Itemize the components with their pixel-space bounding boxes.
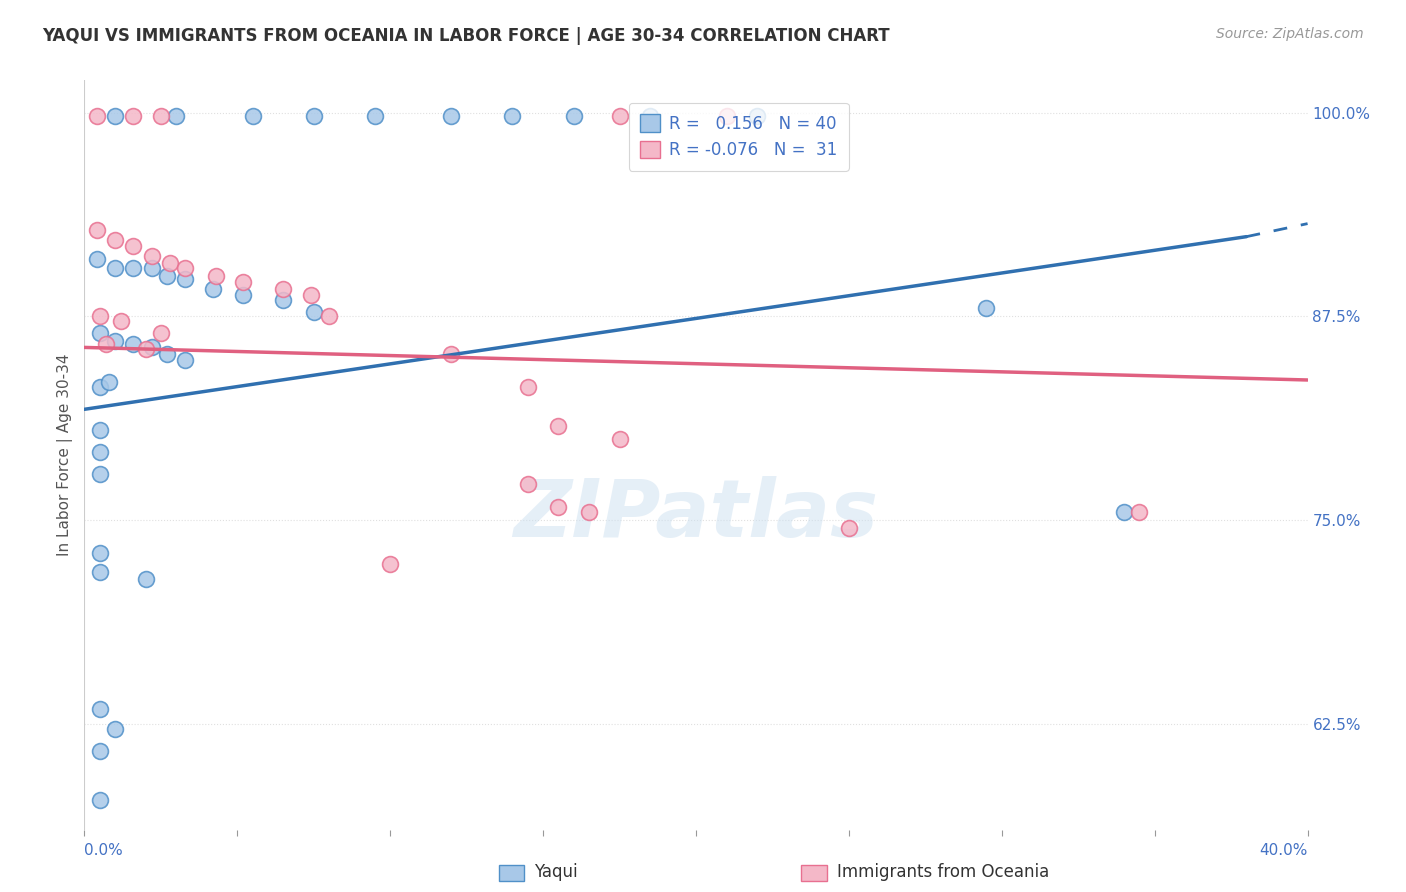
Point [141,340,163,354]
Point [201,282,224,296]
Point [159,256,181,270]
Point [89,444,111,458]
Text: ZIPatlas: ZIPatlas [513,475,879,554]
Point [89,744,111,758]
Text: 40.0%: 40.0% [1260,843,1308,857]
Point [174,353,197,368]
Point [440,109,463,123]
Point [364,109,387,123]
Point [122,109,145,123]
Point [156,268,179,283]
Point [86,109,108,123]
Point [122,260,145,275]
Point [1128,505,1150,519]
Point [271,282,294,296]
Point [149,109,172,123]
Point [609,109,631,123]
Text: Immigrants from Oceania: Immigrants from Oceania [837,863,1049,881]
Text: Yaqui: Yaqui [534,863,578,881]
Point [86,223,108,237]
Point [232,275,254,289]
Point [156,347,179,361]
Point [271,293,294,308]
Point [97,375,120,389]
Point [1114,505,1136,519]
Point [89,546,111,560]
Point [502,109,524,123]
Point [110,314,132,328]
Y-axis label: In Labor Force | Age 30-34: In Labor Force | Age 30-34 [58,353,73,557]
Point [89,424,111,438]
Point [104,260,127,275]
Point [302,109,325,123]
Point [165,109,187,123]
Point [299,288,322,302]
Point [440,347,463,361]
Point [135,342,157,356]
Point [205,268,228,283]
Point [122,337,145,351]
Point [716,109,738,123]
Point [89,326,111,340]
Point [94,337,117,351]
Point [122,239,145,253]
Point [89,310,111,324]
Point [302,304,325,318]
Point [104,334,127,348]
Point [578,505,600,519]
Point [547,418,569,433]
Point [242,109,264,123]
Point [104,722,127,736]
Point [89,565,111,579]
Text: YAQUI VS IMMIGRANTS FROM OCEANIA IN LABOR FORCE | AGE 30-34 CORRELATION CHART: YAQUI VS IMMIGRANTS FROM OCEANIA IN LABO… [42,27,890,45]
Point [89,379,111,393]
Point [638,109,661,123]
Point [562,109,585,123]
Text: 0.0%: 0.0% [84,843,124,857]
Point [547,500,569,514]
Point [141,260,163,275]
Point [747,109,769,123]
Point [976,301,998,316]
Point [516,477,538,491]
Point [89,702,111,716]
Point [141,249,163,263]
Text: Source: ZipAtlas.com: Source: ZipAtlas.com [1216,27,1364,41]
Point [89,467,111,482]
Point [174,272,197,286]
Legend: R =   0.156   N = 40, R = -0.076   N =  31: R = 0.156 N = 40, R = -0.076 N = 31 [628,103,849,170]
Point [104,233,127,247]
Point [380,557,402,571]
Point [174,260,197,275]
Point [609,432,631,446]
Point [89,793,111,807]
Point [104,109,127,123]
Point [135,572,157,586]
Point [838,521,860,535]
Point [516,379,538,393]
Point [149,326,172,340]
Point [86,252,108,267]
Point [232,288,254,302]
Point [318,310,340,324]
